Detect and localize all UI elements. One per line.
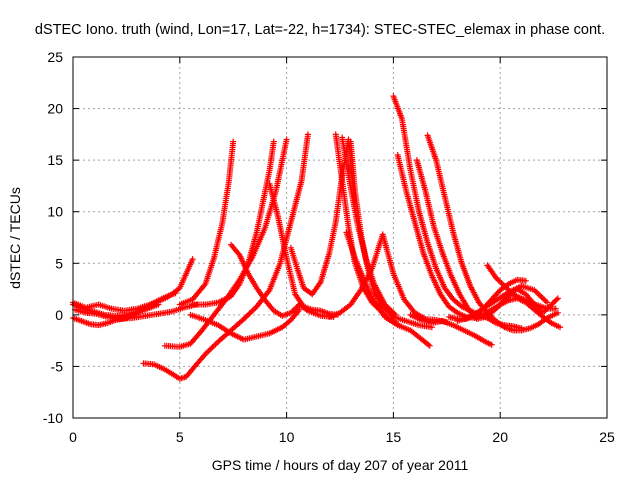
data-series	[497, 286, 561, 316]
plot-frame	[72, 56, 608, 419]
y-tick-label: 20	[47, 101, 63, 117]
data-point	[389, 312, 396, 319]
grid-lines	[73, 57, 607, 418]
data-point	[245, 311, 252, 318]
data-point	[209, 344, 216, 351]
data-series	[72, 301, 200, 322]
data-point	[541, 296, 548, 303]
data-point	[243, 313, 250, 320]
data-point	[552, 305, 559, 312]
x-tick-label: 15	[386, 429, 402, 445]
data-point	[554, 295, 561, 302]
chart-title: dSTEC Iono. truth (wind, Lon=17, Lat=-22…	[34, 22, 606, 38]
data-series	[454, 282, 551, 325]
data-point	[554, 309, 561, 316]
data-point	[534, 289, 541, 296]
x-tick-label: 0	[69, 429, 77, 445]
y-tick-label: -10	[43, 410, 63, 426]
axis-ticks: 0 5 10 15 20 25 -10 -5 0 5 10 15 20 25	[43, 49, 615, 445]
y-axis-label: dSTEC / TECUs	[7, 187, 23, 289]
data-point	[250, 306, 257, 313]
data-series	[407, 311, 495, 348]
data-point	[535, 291, 542, 298]
x-axis-label: GPS time / hours of day 207 of year 2011	[211, 457, 469, 473]
data-point	[557, 324, 564, 331]
data-point	[249, 307, 256, 314]
x-tick-label: 10	[279, 429, 295, 445]
x-tick-label: 5	[176, 429, 184, 445]
data-point	[537, 292, 544, 299]
data-point	[488, 341, 495, 348]
data-point	[155, 301, 162, 308]
data-points	[70, 93, 564, 382]
data-series	[187, 306, 303, 343]
y-tick-label: 5	[55, 255, 63, 271]
data-point	[426, 342, 433, 349]
data-point	[206, 346, 213, 353]
data-point	[205, 348, 212, 355]
x-tick-label: 25	[599, 429, 615, 445]
data-point	[522, 277, 529, 284]
data-point	[544, 299, 551, 306]
data-point	[296, 306, 303, 313]
data-point	[283, 136, 290, 143]
data-series	[266, 180, 341, 318]
data-point	[248, 309, 254, 316]
x-tick-label: 20	[492, 429, 508, 445]
data-point	[542, 298, 549, 305]
data-point	[208, 345, 215, 352]
data-series	[343, 229, 433, 349]
data-point	[270, 138, 277, 145]
data-point	[539, 295, 546, 302]
data-series	[228, 241, 337, 320]
y-tick-label: 25	[47, 49, 63, 65]
data-point	[246, 310, 253, 317]
data-series	[176, 138, 237, 308]
data-point	[497, 278, 504, 285]
y-tick-label: 15	[47, 152, 63, 168]
data-point	[498, 280, 505, 287]
data-point	[495, 277, 502, 284]
data-point	[212, 341, 219, 348]
data-point	[230, 138, 237, 145]
data-point	[553, 296, 560, 303]
data-series	[390, 93, 525, 332]
y-tick-label: 10	[47, 204, 63, 220]
data-series	[424, 132, 561, 334]
data-point	[201, 352, 208, 359]
data-point	[425, 341, 432, 348]
data-series	[140, 131, 311, 382]
data-point	[172, 290, 179, 297]
data-point	[210, 342, 217, 349]
data-point	[538, 293, 545, 300]
data-point	[189, 256, 196, 263]
data-point	[304, 131, 311, 138]
y-tick-label: 0	[55, 307, 63, 323]
y-tick-label: -5	[51, 358, 64, 374]
